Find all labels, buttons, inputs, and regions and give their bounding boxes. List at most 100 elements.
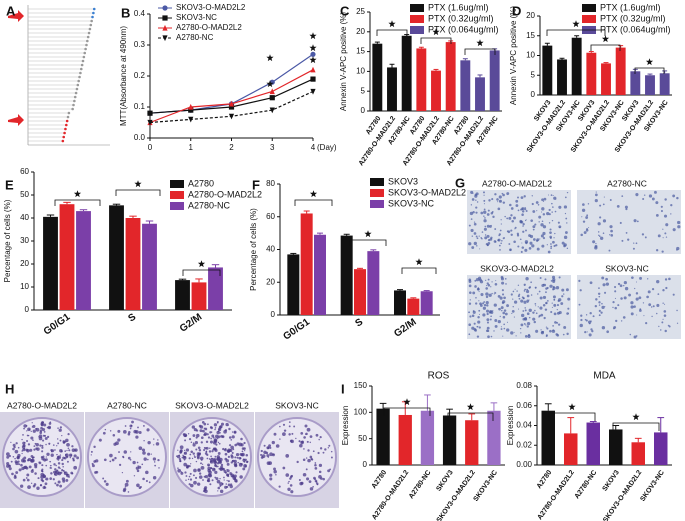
cell	[501, 239, 503, 242]
cell	[563, 243, 567, 247]
lollipop-dot	[62, 135, 66, 139]
colony	[64, 450, 67, 452]
cell	[622, 316, 626, 319]
legend-swatch	[170, 180, 184, 188]
colony	[269, 446, 272, 449]
colony	[36, 486, 40, 490]
colony	[184, 435, 187, 438]
colony	[191, 457, 194, 460]
lollipop-dot	[73, 99, 76, 103]
bar	[340, 235, 353, 315]
cell	[526, 325, 529, 328]
cell	[546, 211, 550, 216]
cell	[530, 281, 532, 284]
cell	[651, 315, 653, 318]
colony	[54, 482, 57, 485]
colony	[193, 480, 197, 485]
cell	[498, 307, 501, 311]
bar	[300, 213, 313, 315]
cell	[473, 241, 478, 246]
cell	[564, 212, 567, 215]
y-tick-label: 20	[266, 277, 275, 286]
cell	[491, 292, 493, 295]
y-tick-label: 0.06	[516, 401, 532, 410]
significance-star	[309, 56, 317, 64]
cell	[579, 289, 582, 292]
cell	[510, 331, 514, 335]
cell	[655, 201, 659, 205]
colony	[214, 464, 217, 467]
colony	[290, 474, 294, 478]
cell	[580, 314, 583, 317]
colony	[67, 433, 70, 436]
marker	[188, 116, 194, 123]
colony	[129, 458, 132, 461]
cell	[517, 308, 520, 310]
cell	[539, 238, 541, 240]
cell	[494, 193, 497, 196]
cell	[658, 325, 660, 328]
colony	[49, 421, 52, 423]
cell	[542, 283, 545, 286]
colony	[202, 479, 204, 481]
colony	[123, 430, 127, 434]
colony	[200, 462, 202, 465]
lollipop-dot	[78, 75, 81, 79]
colony	[299, 443, 303, 448]
colony	[228, 436, 232, 439]
colony	[307, 458, 311, 463]
colony	[45, 478, 47, 480]
colony	[102, 477, 105, 480]
marker	[269, 88, 275, 95]
cell	[585, 216, 589, 219]
bar	[76, 211, 91, 310]
cell	[506, 230, 509, 233]
cell	[516, 234, 520, 237]
legend-swatch	[370, 200, 384, 208]
colony	[312, 485, 314, 488]
bar	[191, 282, 207, 310]
colony	[192, 443, 196, 447]
cell	[478, 313, 480, 315]
cell	[648, 303, 652, 307]
colony	[27, 443, 31, 446]
colony	[21, 452, 23, 455]
cell	[598, 309, 601, 312]
cell	[555, 333, 558, 336]
bar	[43, 216, 58, 310]
cell	[651, 197, 655, 201]
colony	[135, 466, 139, 470]
colony	[315, 433, 319, 437]
cell	[483, 199, 486, 202]
cell	[522, 225, 524, 227]
cell	[545, 335, 548, 338]
cell	[545, 326, 548, 328]
cell	[586, 214, 589, 217]
cell	[551, 306, 553, 308]
cell	[490, 315, 492, 318]
cell	[474, 279, 477, 282]
colony	[308, 480, 312, 484]
y-tick-label: 0	[361, 106, 366, 115]
cell	[566, 191, 569, 194]
colony	[14, 460, 18, 464]
cell	[609, 225, 613, 229]
colony	[23, 427, 25, 430]
cell	[523, 283, 526, 286]
colony	[216, 479, 221, 484]
cell	[564, 196, 567, 199]
lollipop-dot	[63, 131, 66, 135]
cell	[524, 334, 528, 338]
marker	[188, 107, 194, 113]
colony	[320, 477, 323, 480]
colony	[153, 438, 155, 440]
colony	[203, 448, 206, 452]
colony	[287, 487, 291, 492]
cell	[579, 323, 583, 328]
colony	[282, 423, 286, 426]
cell	[552, 206, 554, 208]
x-tick-label: 0	[148, 143, 153, 152]
colony	[190, 483, 194, 488]
cell	[526, 322, 531, 326]
